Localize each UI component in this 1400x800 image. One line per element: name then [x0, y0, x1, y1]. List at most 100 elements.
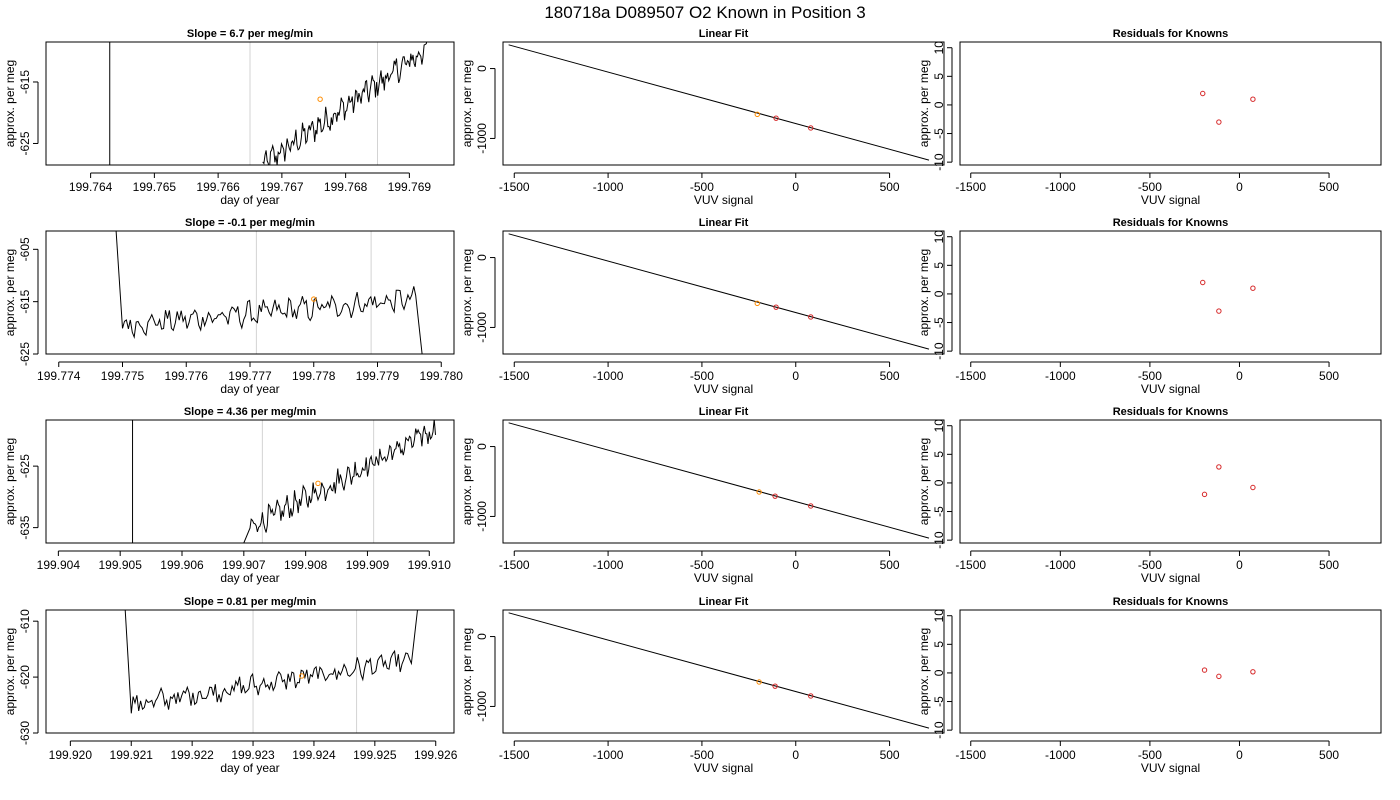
panel-6: Residuals for Knowns -1500 -1000 -500 0 500 VU…: [917, 217, 1382, 396]
data-point: [808, 693, 814, 699]
plot-frame: [45, 419, 455, 544]
x-axis-label: VUV signal: [694, 761, 753, 775]
data-point: [754, 300, 760, 307]
y-tick-label: -625: [18, 454, 32, 478]
y-axis-label: approx. per meg: [3, 249, 17, 336]
plot-area: [1200, 90, 1256, 125]
plot-frame: [502, 230, 945, 355]
plot-area: [508, 44, 930, 161]
x-tick-label: 199.905: [98, 558, 142, 572]
panel-title: Slope = 6.7 per meg/min: [187, 28, 314, 40]
data-point: [773, 304, 779, 310]
fit-line: [508, 612, 930, 729]
panel-title: Slope = -0.1 per meg/min: [185, 217, 315, 229]
y-tick-label: -1000: [475, 123, 489, 154]
y-tick-label: 0: [932, 101, 946, 108]
panel-1: Slope = 6.7 per meg/min 199.764 199.765 199…: [3, 28, 455, 207]
plot-area: [132, 420, 436, 543]
x-tick-label: -1000: [1045, 558, 1076, 572]
x-tick-label: -1000: [1045, 369, 1076, 383]
x-tick-label: -1000: [1045, 180, 1076, 194]
x-tick-label: 0: [1236, 369, 1243, 383]
x-tick-label: 199.776: [165, 369, 209, 383]
x-tick-label: -1500: [955, 558, 986, 572]
panel-11: Linear Fit -1500 -1000 -500 0 500 VUV signal 0 -…: [460, 596, 945, 775]
x-tick-label: -500: [1138, 748, 1162, 762]
plot-frame: [959, 609, 1382, 734]
fit-line: [508, 422, 930, 539]
plot-area: [508, 233, 930, 350]
x-tick-label: 199.904: [37, 558, 81, 572]
x-tick-label: 199.924: [292, 748, 336, 762]
y-tick-label: -620: [18, 665, 32, 689]
y-tick-label: -610: [18, 609, 32, 633]
fit-line: [508, 44, 930, 161]
x-tick-label: 199.922: [170, 748, 214, 762]
y-tick-label: 10: [932, 41, 946, 55]
x-tick-label: 500: [880, 748, 900, 762]
data-point: [772, 683, 778, 689]
x-tick-label: 199.910: [408, 558, 452, 572]
y-tick-label: 0: [932, 290, 946, 297]
x-tick-label: -1500: [499, 558, 530, 572]
x-tick-label: 500: [1319, 748, 1339, 762]
data-point: [1216, 673, 1222, 680]
y-tick-label: -635: [18, 515, 32, 539]
x-tick-label: 500: [1319, 558, 1339, 572]
y-axis-label: approx. per meg: [3, 628, 17, 715]
plot-area: [508, 612, 930, 729]
y-axis-label: approx. per meg: [460, 628, 474, 715]
y-tick-label: -10: [932, 342, 946, 360]
data-point: [1200, 279, 1206, 286]
y-tick-label: -1000: [475, 501, 489, 532]
plot-frame: [959, 419, 1382, 544]
x-tick-label: -1500: [499, 748, 530, 762]
x-axis-label: VUV signal: [694, 382, 753, 396]
x-tick-label: 199.775: [101, 369, 145, 383]
x-tick-label: -1500: [499, 180, 530, 194]
panel-title: Residuals for Knowns: [1113, 596, 1229, 608]
x-axis-label: VUV signal: [1141, 382, 1200, 396]
y-tick-label: -5: [932, 696, 946, 707]
x-tick-label: -500: [690, 369, 714, 383]
panel-title: Residuals for Knowns: [1113, 28, 1229, 40]
plot-frame: [502, 41, 945, 166]
y-tick-label: -625: [18, 342, 32, 366]
x-tick-label: -1500: [499, 369, 530, 383]
y-tick-label: 10: [932, 609, 946, 623]
x-tick-label: 500: [1319, 369, 1339, 383]
panel-title: Residuals for Knowns: [1113, 217, 1229, 229]
y-tick-label: -625: [18, 131, 32, 155]
x-tick-label: 500: [880, 369, 900, 383]
x-tick-label: -1000: [593, 748, 624, 762]
y-axis-label: approx. per meg: [3, 60, 17, 147]
y-tick-label: 0: [475, 443, 489, 450]
x-tick-label: 199.780: [420, 369, 464, 383]
y-tick-label: -630: [18, 721, 32, 745]
y-axis-label: approx. per meg: [3, 438, 17, 525]
y-tick-label: -5: [932, 506, 946, 517]
signal-trace: [243, 420, 436, 543]
data-point: [808, 314, 814, 320]
signal-trace: [115, 231, 423, 354]
y-tick-label: -10: [932, 531, 946, 549]
x-tick-label: 500: [880, 558, 900, 572]
x-tick-label: 199.779: [356, 369, 400, 383]
y-tick-label: -5: [932, 128, 946, 139]
x-axis-label: day of year: [220, 382, 279, 396]
data-point: [1216, 464, 1222, 470]
x-tick-label: -1500: [955, 369, 986, 383]
data-point: [1200, 90, 1206, 97]
data-point: [1250, 484, 1256, 491]
x-tick-label: 199.907: [222, 558, 266, 572]
panel-3: Residuals for Knowns -1500 -1000 -500 0 500 VU…: [917, 28, 1382, 207]
x-axis-label: day of year: [220, 193, 279, 207]
x-tick-label: 199.778: [292, 369, 336, 383]
plot-area: [1201, 464, 1256, 498]
x-tick-label: -1000: [593, 558, 624, 572]
figure-title: 180718a D089507 O2 Known in Position 3: [544, 3, 865, 22]
sample-marker: [311, 296, 317, 302]
x-tick-label: -1000: [1045, 748, 1076, 762]
y-tick-label: -1000: [475, 312, 489, 343]
data-point: [808, 125, 814, 131]
